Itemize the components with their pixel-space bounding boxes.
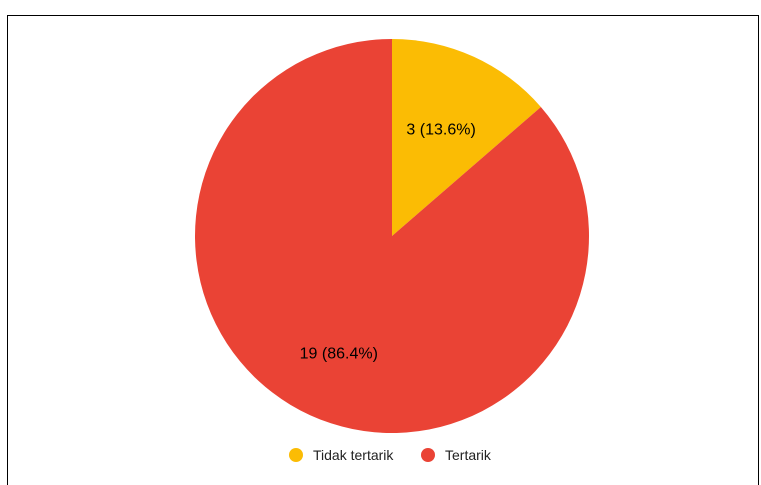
slice-label-tidak-tertarik: 3 (13.6%) bbox=[406, 122, 475, 139]
legend-label-tertarik: Tertarik bbox=[445, 447, 492, 463]
pie-slices bbox=[194, 39, 589, 433]
slice-label-tertarik: 19 (86.4%) bbox=[300, 346, 378, 363]
legend: Tidak tertarik Tertarik bbox=[289, 447, 492, 463]
legend-swatch-tertarik bbox=[421, 448, 435, 462]
pie-slice-tertarik bbox=[194, 39, 589, 433]
legend-label-tidak-tertarik: Tidak tertarik bbox=[313, 447, 394, 463]
legend-swatch-tidak-tertarik bbox=[289, 448, 303, 462]
slice-labels: 3 (13.6%) 19 (86.4%) bbox=[300, 122, 476, 363]
pie-slice-tidak-tertarik bbox=[392, 39, 541, 236]
